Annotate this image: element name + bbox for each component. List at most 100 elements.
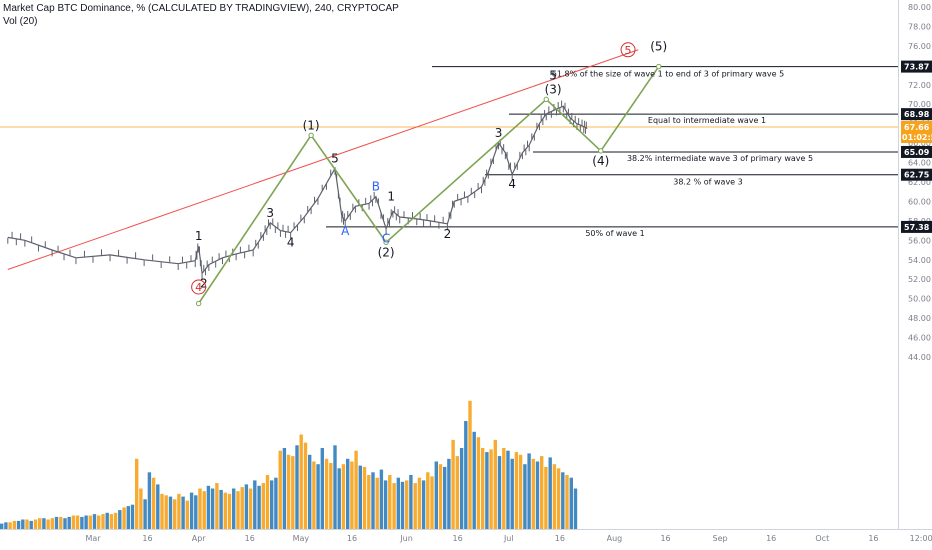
circled-wave-marker xyxy=(620,42,636,58)
volume-bar xyxy=(194,495,198,530)
wave-projection-path xyxy=(195,63,662,307)
projection-vertex xyxy=(656,63,662,70)
x-tick-label: 12:00 xyxy=(910,534,932,543)
volume-bar xyxy=(101,514,105,529)
volume-bar xyxy=(232,488,236,529)
x-tick-label: 16 xyxy=(868,534,878,543)
price-badge xyxy=(901,168,932,181)
volume-bar xyxy=(308,454,312,530)
volume-bar xyxy=(312,461,316,529)
volume-bar xyxy=(383,480,388,529)
y-tick-label: 46.00 xyxy=(908,334,931,343)
volume-bar xyxy=(198,488,202,529)
volume-bar xyxy=(160,493,164,529)
volume-bar xyxy=(295,445,299,529)
volume-bar xyxy=(253,480,257,529)
y-tick-label: 52.00 xyxy=(908,275,931,284)
volume-bar xyxy=(12,520,17,529)
countdown-label: 01:02:57 xyxy=(902,133,932,142)
x-tick-label: 16 xyxy=(766,534,776,543)
volume-bar xyxy=(97,515,101,529)
y-tick-label: 78.00 xyxy=(908,22,931,31)
volume-bar xyxy=(459,448,464,529)
wave-label: (5) xyxy=(650,40,667,54)
volume-bar xyxy=(417,477,422,529)
x-tick-label: Jul xyxy=(503,534,514,543)
y-tick-label: 76.00 xyxy=(908,42,931,51)
volume-bar xyxy=(447,458,451,529)
chart-title: Market Cap BTC Dominance, % (CALCULATED … xyxy=(3,3,399,14)
volume-bar xyxy=(535,461,540,529)
last-price-label: 67.66 xyxy=(904,123,930,132)
volume-bar xyxy=(92,514,97,529)
volume-bar xyxy=(33,519,38,529)
price-series xyxy=(7,100,588,280)
volume-bar xyxy=(181,496,185,529)
volume-bar xyxy=(481,448,485,529)
projection-vertex xyxy=(308,132,314,139)
volume-bar xyxy=(497,456,502,529)
volume-bar xyxy=(561,472,565,529)
x-tick-label: Mar xyxy=(85,534,101,543)
volume-bar xyxy=(329,462,333,530)
volume-bar xyxy=(143,499,147,529)
wave-label: 3 xyxy=(266,206,274,220)
wave-label: 4 xyxy=(287,236,295,250)
wave-label: 5 xyxy=(331,151,339,165)
volume-bar xyxy=(59,516,63,530)
price-badge xyxy=(901,60,932,73)
x-tick-label: 16 xyxy=(660,534,670,543)
volume-bar xyxy=(556,468,561,530)
volume-bar xyxy=(206,485,211,529)
circled-wave-label: 4 xyxy=(195,281,202,294)
volume-bar xyxy=(438,464,443,529)
y-tick-label: 80.00 xyxy=(908,3,931,12)
volume-bar xyxy=(227,493,232,529)
volume-bar xyxy=(270,480,274,529)
volume-bar xyxy=(552,464,557,529)
wave-label: B xyxy=(372,180,380,194)
wave-label: 3 xyxy=(495,126,503,140)
volume-bar xyxy=(400,481,405,530)
volume-bar xyxy=(421,480,426,529)
wave-label: A xyxy=(341,224,350,238)
y-tick-label: 62.00 xyxy=(908,178,931,187)
volume-bar xyxy=(4,522,8,530)
volume-bar xyxy=(189,492,194,530)
volume-bar xyxy=(303,442,308,529)
volume-bar xyxy=(240,487,244,529)
volume-bar xyxy=(375,477,379,529)
volume-bar xyxy=(278,450,282,529)
wave-label: (3) xyxy=(545,82,562,96)
volume-bar xyxy=(236,491,240,529)
volume-bar xyxy=(139,488,143,529)
volume-bar xyxy=(185,500,189,529)
volume-bar xyxy=(21,519,25,529)
indicator-label[interactable]: Vol (20) xyxy=(3,16,38,27)
volume-bar xyxy=(29,520,33,529)
volume-bar xyxy=(430,476,434,529)
volume-bar xyxy=(573,488,578,529)
volume-bar xyxy=(261,483,265,529)
price-badge-label: 57.38 xyxy=(904,223,930,232)
volume-bar xyxy=(392,483,396,529)
volume-bar xyxy=(493,439,497,529)
price-badge-label: 68.98 xyxy=(904,110,930,119)
volume-bar xyxy=(472,431,476,529)
volume-bar xyxy=(75,515,80,529)
price-level-lines xyxy=(0,66,898,228)
y-tick-label: 70.00 xyxy=(908,100,931,109)
y-tick-label: 66.00 xyxy=(908,139,931,148)
volume-bar xyxy=(177,493,181,529)
volume-bar xyxy=(468,400,472,530)
price-badge-label: 65.09 xyxy=(904,148,930,157)
volume-bar xyxy=(476,437,481,529)
volume-bar xyxy=(350,461,354,529)
volume-bar xyxy=(299,434,303,529)
volume-bar xyxy=(565,475,569,529)
level-annotation: Equal to intermediate wave 1 xyxy=(648,116,766,125)
x-tick-label: Sep xyxy=(713,534,728,543)
volume-bar xyxy=(405,480,409,529)
volume-bar xyxy=(379,469,384,529)
